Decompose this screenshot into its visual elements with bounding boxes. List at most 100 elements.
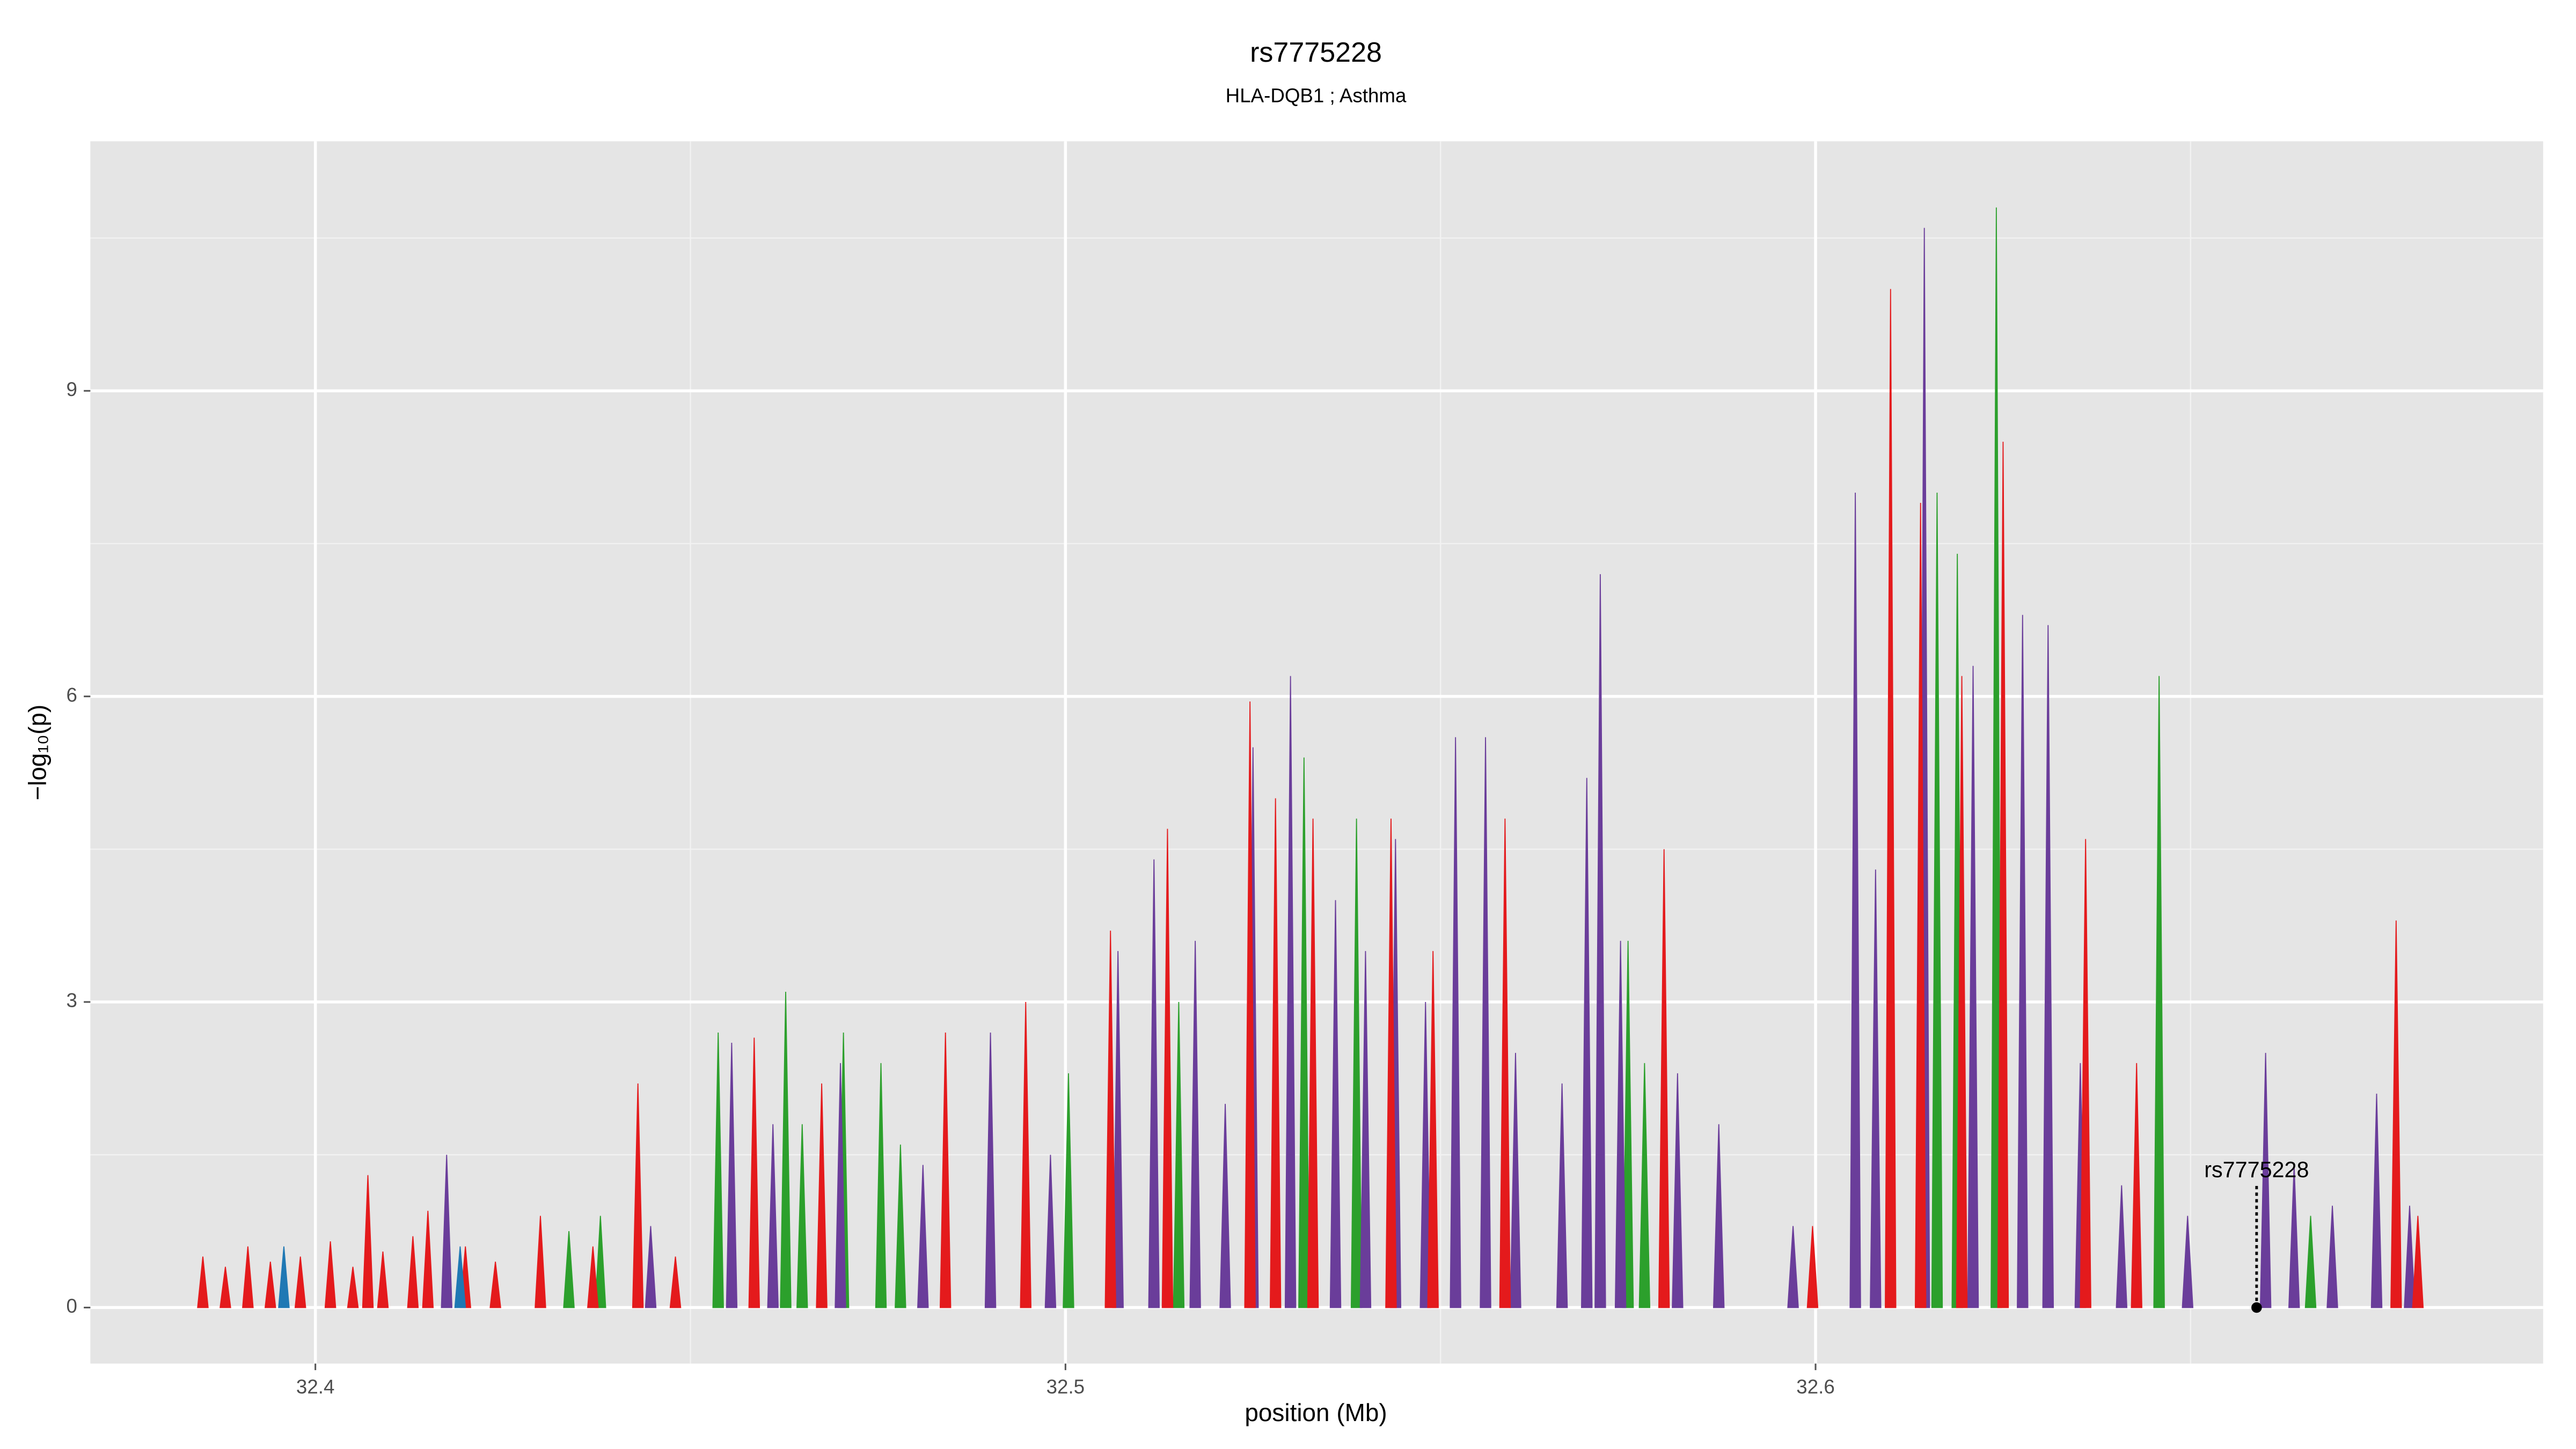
spike (1806, 1226, 1819, 1308)
spike (767, 1124, 779, 1308)
spike (632, 1083, 644, 1308)
spike (1956, 676, 1968, 1308)
spike (219, 1267, 231, 1308)
plot-area (197, 207, 2424, 1308)
spike (535, 1216, 546, 1308)
spike (1112, 951, 1124, 1308)
spike (1990, 207, 2002, 1308)
spike (1244, 701, 1256, 1308)
spike (1189, 941, 1201, 1308)
spike (895, 1144, 906, 1308)
spike (1307, 818, 1319, 1308)
y-tick-label: 6 (66, 684, 77, 706)
spike (1713, 1124, 1725, 1308)
spike (1329, 900, 1342, 1308)
spike (1849, 493, 1861, 1308)
spike (1450, 737, 1461, 1308)
spike (2326, 1205, 2338, 1308)
spike (2131, 1063, 2142, 1308)
spike (712, 1032, 724, 1308)
spike (1419, 1002, 1431, 1308)
spike (1219, 1103, 1231, 1308)
spike (1581, 778, 1593, 1308)
spike (2042, 625, 2054, 1308)
spike (1967, 665, 1979, 1308)
spike (324, 1241, 336, 1308)
spike (748, 1037, 760, 1308)
spike (489, 1261, 501, 1308)
spike (984, 1032, 997, 1308)
spike (726, 1042, 738, 1308)
spike (2080, 839, 2091, 1308)
spike (1044, 1154, 1057, 1308)
x-tick-label: 32.5 (1046, 1375, 1085, 1397)
y-tick-label: 9 (66, 378, 77, 400)
spike (1359, 951, 1372, 1308)
spike (1931, 493, 1943, 1308)
spike (939, 1032, 952, 1308)
y-tick-label: 3 (66, 990, 77, 1012)
highlight-point (2251, 1302, 2262, 1313)
x-axis-label: position (Mb) (1245, 1399, 1387, 1426)
spike (917, 1165, 929, 1308)
spike (2390, 920, 2402, 1308)
spike (1173, 1002, 1185, 1308)
spike (197, 1256, 209, 1308)
x-tick-label: 32.6 (1796, 1375, 1834, 1397)
spike (1787, 1226, 1799, 1308)
spike (1658, 849, 1670, 1308)
spike (1594, 574, 1606, 1308)
spike (1284, 676, 1297, 1308)
spike (595, 1216, 606, 1308)
spike (1063, 1073, 1074, 1308)
spike (1104, 931, 1116, 1308)
spike (407, 1236, 419, 1308)
chart-subtitle: HLA-DQB1 ; Asthma (1226, 84, 1407, 106)
spike (1020, 1002, 1032, 1308)
chart-title: rs7775228 (1250, 37, 1382, 68)
spike (1148, 859, 1160, 1308)
x-tick-label: 32.4 (296, 1375, 334, 1397)
spike (2153, 676, 2165, 1308)
spike (2412, 1216, 2424, 1308)
spike (816, 1083, 828, 1308)
spike (2116, 1185, 2128, 1308)
spike (2017, 614, 2029, 1308)
spike (347, 1267, 359, 1308)
spike (294, 1256, 306, 1308)
spike (1672, 1073, 1684, 1308)
spike (441, 1154, 453, 1308)
spike (1997, 442, 2009, 1308)
spike (2404, 1205, 2416, 1308)
spike (1556, 1083, 1568, 1308)
spike (587, 1246, 599, 1308)
spike (377, 1251, 389, 1308)
spike (1298, 757, 1310, 1308)
spike (835, 1063, 846, 1308)
spike (1510, 1052, 1521, 1308)
spike (1885, 289, 1897, 1308)
spike (1385, 818, 1397, 1308)
spike (1161, 829, 1174, 1308)
spike (1269, 798, 1282, 1308)
y-axis-label: −log₁₀(p) (24, 705, 52, 801)
spike (875, 1063, 887, 1308)
spike (645, 1226, 657, 1308)
spike (780, 992, 792, 1308)
spike (669, 1256, 682, 1308)
spike (1622, 941, 1634, 1308)
spike (422, 1211, 434, 1308)
spike (2304, 1216, 2317, 1308)
spike (242, 1246, 254, 1308)
spike (454, 1246, 466, 1308)
spike (1638, 1063, 1651, 1308)
spike (2288, 1165, 2300, 1308)
spike (1914, 503, 1927, 1308)
spike (1614, 941, 1627, 1308)
highlight-label: rs7775228 (2204, 1157, 2309, 1182)
spike (563, 1231, 575, 1308)
spike (2370, 1093, 2383, 1308)
spike (278, 1246, 290, 1308)
spike (2259, 1052, 2272, 1308)
